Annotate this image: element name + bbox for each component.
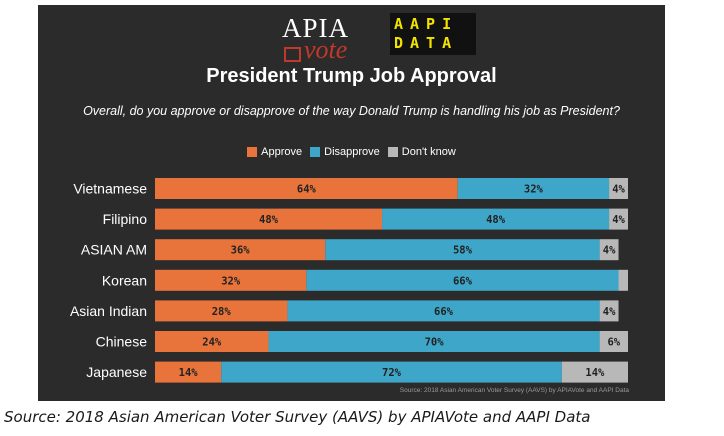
data-label-approve-vietnamese: 64% bbox=[297, 184, 317, 196]
chart-subtitle: Overall, do you approve or disapprove of… bbox=[83, 104, 620, 118]
data-label-dont-know-chinese: 6% bbox=[607, 337, 620, 349]
data-label-dont-know-asian-indian: 4% bbox=[603, 306, 616, 318]
data-label-disapprove-chinese: 70% bbox=[425, 337, 445, 349]
bar-dont-know-asian-am bbox=[599, 239, 619, 261]
bar-dont-know-korean bbox=[618, 269, 628, 291]
bar-disapprove-japanese bbox=[221, 361, 562, 383]
data-label-disapprove-filipino: 48% bbox=[486, 214, 506, 226]
aapi-data-logo: AAPI DATA bbox=[390, 13, 476, 55]
data-label-dont-know-japanese: 14% bbox=[585, 367, 605, 379]
bar-approve-vietnamese bbox=[155, 178, 458, 199]
bar-approve-filipino bbox=[155, 208, 383, 230]
apia-logo-text: APIA bbox=[282, 13, 350, 43]
legend-item-disapprove: Disapprove bbox=[310, 146, 380, 158]
data-label-disapprove-korean: 66% bbox=[453, 275, 473, 287]
bar-dont-know-filipino bbox=[609, 208, 628, 230]
bar-dont-know-japanese bbox=[561, 361, 628, 383]
aapi-logo-text: AAPI bbox=[394, 15, 459, 33]
data-label-dont-know-filipino: 4% bbox=[612, 214, 625, 226]
data-label-disapprove-vietnamese: 32% bbox=[524, 184, 544, 196]
legend-item-approve: Approve bbox=[247, 146, 302, 158]
bar-approve-chinese bbox=[155, 331, 269, 352]
legend-swatch-disapprove bbox=[310, 147, 321, 157]
category-label-asian-indian: Asian Indian bbox=[70, 303, 147, 319]
bar-disapprove-filipino bbox=[382, 208, 610, 230]
bar-dont-know-chinese bbox=[599, 331, 628, 352]
category-label-chinese: Chinese bbox=[96, 334, 148, 350]
figure-caption: Source: 2018 Asian American Voter Survey… bbox=[4, 408, 591, 426]
legend-swatch-approve bbox=[247, 147, 258, 157]
data-label-dont-know-vietnamese: 4% bbox=[612, 184, 625, 196]
bar-approve-korean bbox=[155, 269, 307, 291]
category-label-japanese: Japanese bbox=[86, 364, 147, 380]
category-label-korean: Korean bbox=[102, 272, 147, 288]
bar-disapprove-asian-am bbox=[325, 239, 600, 261]
legend-label-dont-know: Don't know bbox=[401, 146, 456, 158]
bar-disapprove-chinese bbox=[268, 331, 600, 352]
category-label-vietnamese: Vietnamese bbox=[73, 181, 147, 197]
chart-source-note: Source: 2018 Asian American Voter Survey… bbox=[399, 387, 629, 394]
category-label-filipino: Filipino bbox=[103, 211, 148, 227]
apiavote-logo: APIA vote bbox=[282, 13, 362, 64]
bar-dont-know-asian-indian bbox=[599, 300, 619, 322]
legend-label-approve: Approve bbox=[261, 146, 303, 158]
bar-disapprove-asian-indian bbox=[287, 300, 600, 322]
legend-swatch-dont-know bbox=[387, 147, 398, 157]
bar-chart: Vietnamese 64% 32% 4% Filipino 48% 48% 4% ASIAN … bbox=[70, 178, 628, 383]
legend-item-dont-know: Don't know bbox=[387, 146, 456, 158]
data-label-approve-asian-indian: 28% bbox=[212, 306, 232, 318]
bar-approve-asian-am bbox=[155, 239, 326, 261]
data-label-disapprove-asian-am: 58% bbox=[453, 245, 473, 257]
data-label-approve-japanese: 14% bbox=[179, 367, 199, 379]
bar-dont-know-vietnamese bbox=[609, 178, 628, 199]
data-label-disapprove-asian-indian: 66% bbox=[434, 306, 454, 318]
chart-title: President Trump Job Approval bbox=[206, 65, 497, 87]
chart-legend: Approve Disapprove Don't know bbox=[38, 146, 665, 158]
vote-logo-text: vote bbox=[304, 35, 348, 64]
data-label-dont-know-asian-am: 4% bbox=[603, 245, 616, 257]
data-label-disapprove-japanese: 72% bbox=[382, 367, 402, 379]
bar-approve-japanese bbox=[155, 361, 222, 383]
legend-label-disapprove: Disapprove bbox=[324, 146, 380, 158]
checkbox-icon bbox=[284, 47, 301, 62]
chart-panel: APIA vote AAPI DATA President Trump Job … bbox=[38, 5, 665, 401]
category-label-asian-am: ASIAN AM bbox=[81, 242, 147, 258]
bar-disapprove-vietnamese bbox=[457, 178, 610, 199]
data-label-approve-filipino: 48% bbox=[259, 214, 279, 226]
data-label-approve-korean: 32% bbox=[221, 275, 241, 287]
bar-disapprove-korean bbox=[306, 269, 619, 291]
data-label-approve-chinese: 24% bbox=[202, 337, 222, 349]
bar-approve-asian-indian bbox=[155, 300, 288, 322]
data-label-approve-asian-am: 36% bbox=[231, 245, 251, 257]
data-logo-text: DATA bbox=[394, 34, 459, 52]
